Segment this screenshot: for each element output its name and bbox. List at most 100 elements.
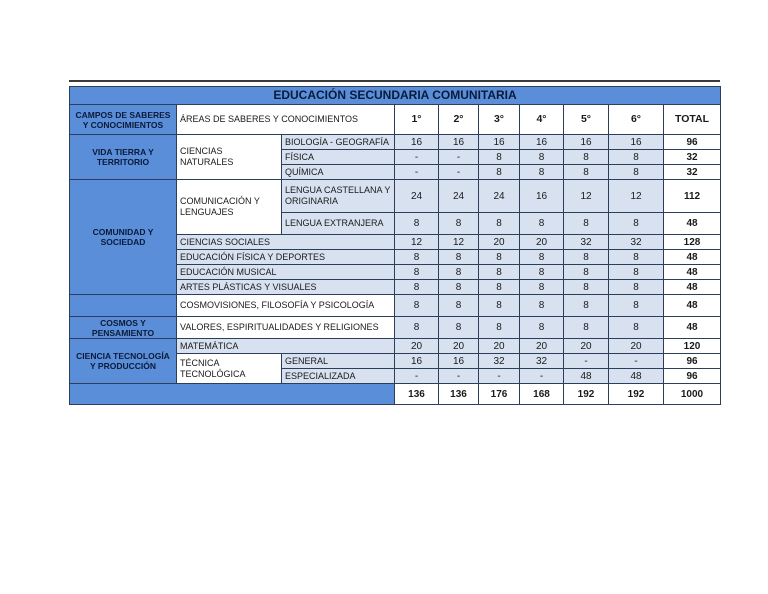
header-year-5: 5° (563, 104, 609, 135)
cell: 8 (608, 212, 664, 235)
cell: 12 (608, 179, 664, 213)
total-year-5: 192 (563, 383, 609, 405)
cell: 8 (563, 164, 609, 180)
cell: 8 (519, 264, 564, 280)
row-total: 48 (662, 316, 722, 339)
cell: 8 (519, 316, 564, 339)
cell: 8 (438, 249, 479, 265)
cell: 8 (563, 316, 609, 339)
cell: - (438, 149, 479, 165)
row-label: GENERAL (281, 353, 395, 369)
cell: 20 (438, 338, 479, 354)
row-label: CIENCIAS SOCIALES (176, 234, 395, 250)
field-comunidad: COMUNIDAD Y SOCIEDAD (69, 179, 177, 295)
cell: 32 (478, 353, 520, 369)
cell: 8 (519, 149, 564, 165)
row-label: LENGUA EXTRANJERA (281, 212, 395, 235)
cell: 20 (519, 338, 564, 354)
cell: 48 (608, 368, 664, 384)
cell: 8 (478, 249, 520, 265)
cell: 20 (478, 234, 520, 250)
row-label: MATEMÁTICA (176, 338, 395, 354)
cell: 32 (563, 234, 609, 250)
cell: - (394, 368, 439, 384)
field-ciencia: CIENCIA TECNOLOGÍA Y PRODUCCIÓN (69, 338, 177, 384)
cell: - (438, 164, 479, 180)
cell: 8 (563, 294, 609, 317)
cell: 8 (608, 316, 664, 339)
cell: 8 (394, 279, 439, 295)
row-label: ESPECIALIZADA (281, 368, 395, 384)
cell: 8 (394, 264, 439, 280)
cell: 8 (608, 164, 664, 180)
curriculum-table: EDUCACIÓN SECUNDARIA COMUNITARIA CAMPOS … (68, 86, 722, 405)
total-year-6: 192 (608, 383, 664, 405)
cell: 12 (438, 234, 479, 250)
cell: 24 (394, 179, 439, 213)
row-total: 48 (662, 264, 722, 280)
cell: 20 (563, 338, 609, 354)
cell: 16 (394, 353, 439, 369)
cell: 12 (394, 234, 439, 250)
cell: 8 (563, 212, 609, 235)
row-total: 112 (662, 179, 722, 213)
row-total: 48 (662, 212, 722, 235)
field-cosmos: COSMOS Y PENSAMIENTO (69, 316, 177, 339)
cell: 20 (608, 338, 664, 354)
cell: - (438, 368, 479, 384)
row-label: BIOLOGÍA - GEOGRAFÍA (281, 134, 395, 150)
header-year-1: 1° (394, 104, 439, 135)
cell: 16 (563, 134, 609, 150)
header-year-2: 2° (438, 104, 479, 135)
cell: 16 (608, 134, 664, 150)
header-campos: CAMPOS DE SABERES Y CONOCIMIENTOS (69, 104, 177, 135)
row-total: 32 (662, 149, 722, 165)
cell: 24 (438, 179, 479, 213)
cell: - (394, 149, 439, 165)
header-year-6: 6° (608, 104, 664, 135)
row-label: VALORES, ESPIRITUALIDADES Y RELIGIONES (176, 316, 395, 339)
cell: 8 (608, 279, 664, 295)
cell: 8 (563, 264, 609, 280)
cell: 8 (519, 279, 564, 295)
header-year-4: 4° (519, 104, 564, 135)
cell: 8 (563, 249, 609, 265)
cell: 24 (478, 179, 520, 213)
row-label: FÍSICA (281, 149, 395, 165)
cell: 8 (519, 294, 564, 317)
cell: - (563, 353, 609, 369)
area-comunicacion: COMUNICACIÓN Y LENGUAJES (176, 179, 282, 235)
cell: 8 (394, 249, 439, 265)
cell: 8 (438, 279, 479, 295)
cell: 8 (608, 149, 664, 165)
row-label: ARTES PLÁSTICAS Y VISUALES (176, 279, 395, 295)
total-year-2: 136 (438, 383, 479, 405)
total-year-1: 136 (394, 383, 439, 405)
cell: 20 (519, 234, 564, 250)
cell: 8 (394, 212, 439, 235)
cell: 16 (519, 134, 564, 150)
cell: 8 (478, 316, 520, 339)
cell: 8 (438, 212, 479, 235)
cell: 8 (478, 294, 520, 317)
row-total: 96 (662, 134, 722, 150)
cell: - (394, 164, 439, 180)
cell: 8 (394, 316, 439, 339)
top-rule (69, 80, 720, 82)
grand-total: 1000 (662, 383, 722, 405)
cell: 8 (478, 149, 520, 165)
cell: 16 (519, 179, 564, 213)
cell: 16 (438, 134, 479, 150)
row-label: QUÍMICA (281, 164, 395, 180)
cell: 8 (563, 149, 609, 165)
header-year-3: 3° (478, 104, 520, 135)
row-total: 96 (662, 353, 722, 369)
area-ciencias-naturales: CIENCIAS NATURALES (176, 134, 282, 180)
curriculum-table-container: EDUCACIÓN SECUNDARIA COMUNITARIA CAMPOS … (68, 86, 722, 405)
row-label: EDUCACIÓN MUSICAL (176, 264, 395, 280)
cell: 16 (478, 134, 520, 150)
header-total: TOTAL (662, 104, 722, 135)
cell: 8 (608, 249, 664, 265)
field-vida: VIDA TIERRA Y TERRITORIO (69, 134, 177, 180)
row-total: 32 (662, 164, 722, 180)
